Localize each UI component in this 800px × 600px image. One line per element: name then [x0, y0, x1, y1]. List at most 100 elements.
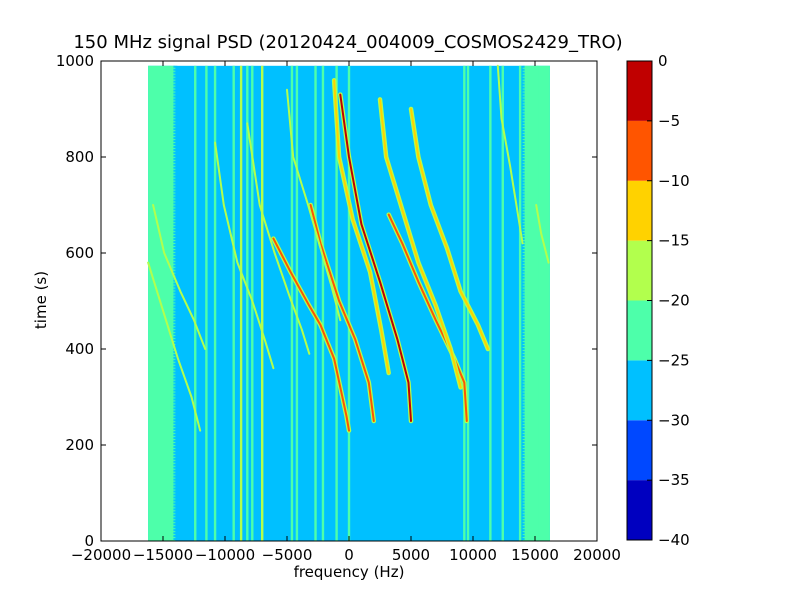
heatmap-noise [510, 285, 525, 288]
heatmap-noise [173, 208, 183, 211]
doppler-track [535, 204, 550, 264]
heatmap-noise [173, 502, 183, 505]
heatmap-noise [173, 226, 185, 229]
heatmap-vertical-line [518, 65, 522, 541]
y-tick-label: 200 [65, 436, 94, 454]
x-tick-label: 15000 [511, 546, 559, 564]
heatmap-noise [173, 276, 187, 279]
heatmap-noise [173, 472, 187, 475]
heatmap-noise [173, 116, 180, 119]
heatmap-noise [173, 270, 179, 273]
heatmap-noise [173, 193, 185, 196]
heatmap-noise [518, 344, 525, 347]
heatmap-noise [173, 163, 178, 166]
heatmap-noise [173, 392, 178, 395]
heatmap-noise [173, 74, 179, 77]
heatmap-noise [520, 65, 525, 68]
heatmap-vertical-line [347, 65, 351, 541]
heatmap-noise [520, 523, 525, 526]
heatmap-noise [173, 107, 179, 110]
heatmap-noise [173, 445, 184, 448]
heatmap-noise [511, 407, 525, 410]
heatmap-noise [173, 169, 186, 172]
heatmap-noise [173, 282, 184, 285]
heatmap-noise [511, 113, 525, 116]
heatmap-noise [173, 157, 181, 160]
heatmap-vertical-line [489, 65, 492, 541]
heatmap-noise [173, 410, 180, 413]
heatmap-noise [518, 377, 525, 380]
heatmap-noise [173, 255, 181, 258]
heatmap-noise [511, 342, 525, 345]
heatmap-noise [512, 202, 525, 205]
heatmap-noise [520, 457, 525, 460]
colorbar-segment [627, 120, 652, 181]
heatmap-noise [173, 437, 183, 440]
x-tick-label: −5000 [262, 546, 313, 564]
heatmap-noise [511, 505, 525, 508]
x-axis: −20000 −15000 −10000 −5000 0 5000 10000 15000 20… [71, 61, 621, 564]
colorbar-tick-label: −15 [658, 232, 690, 250]
heatmap-noise [173, 309, 187, 312]
heatmap-noise [512, 267, 525, 270]
colorbar-segment [627, 300, 652, 361]
heatmap-noise [173, 181, 180, 184]
heatmap-noise [173, 297, 182, 300]
heatmap-noise [173, 404, 183, 407]
heatmap-noise [512, 300, 525, 303]
heatmap-noise [512, 137, 525, 140]
colorbar-segment [627, 180, 652, 241]
heatmap-noise [520, 163, 525, 166]
y-axis: 0 200 400 600 800 1000 [56, 52, 597, 550]
heatmap-noise [173, 395, 182, 398]
doppler-track [339, 93, 412, 422]
heatmap-noise [173, 529, 186, 532]
heatmap-noise [510, 350, 525, 353]
heatmap-noise [173, 324, 185, 327]
heatmap-noise [173, 401, 179, 404]
doppler-track [147, 261, 202, 432]
doppler-track [496, 64, 524, 245]
heatmap-noise [518, 246, 525, 249]
colorbar-tick-label: −25 [658, 351, 690, 369]
x-axis-label: frequency (Hz) [294, 563, 405, 581]
x-tick-label: 0 [344, 546, 354, 564]
heatmap-noise [173, 288, 181, 291]
heatmap-noise [173, 71, 186, 74]
heatmap-noise [173, 526, 182, 529]
x-tick-label: −10000 [195, 546, 255, 564]
heatmap-noise [173, 484, 181, 487]
heatmap-noise [519, 303, 525, 306]
heatmap-noise [173, 187, 188, 190]
heatmap-noise [173, 104, 186, 107]
heatmap-noise [173, 229, 178, 232]
heatmap-noise [173, 95, 185, 98]
heatmap-noise [519, 172, 525, 175]
heatmap-noise [518, 475, 525, 478]
heatmap-noise [173, 365, 186, 368]
heatmap-vertical-line [261, 65, 264, 541]
heatmap-noise [173, 131, 178, 134]
heatmap-noise [173, 523, 178, 526]
colorbar-tick-label: −40 [658, 531, 690, 549]
heatmap-noise [173, 321, 181, 324]
heatmap-noise [173, 469, 183, 472]
heatmap-noise [519, 336, 525, 339]
heatmap-noise [518, 279, 525, 282]
heatmap-noise [173, 377, 180, 380]
heatmap-noise [173, 380, 184, 383]
heatmap-noise [173, 454, 185, 457]
heatmap-noise [510, 252, 525, 255]
chart-title: 150 MHz signal PSD (20120424_004009_COSM… [73, 32, 622, 53]
heatmap-noise [173, 487, 185, 490]
heatmap-noise [173, 386, 181, 389]
y-tick-label: 1000 [56, 52, 94, 70]
heatmap-noise [518, 148, 525, 151]
heatmap-noise [173, 460, 182, 463]
heatmap-noise [510, 122, 525, 125]
heatmap-noise [173, 273, 183, 276]
heatmap-noise [519, 270, 525, 273]
heatmap-noise [173, 425, 178, 428]
heatmap-noise [512, 496, 525, 499]
heatmap-noise [173, 457, 178, 460]
